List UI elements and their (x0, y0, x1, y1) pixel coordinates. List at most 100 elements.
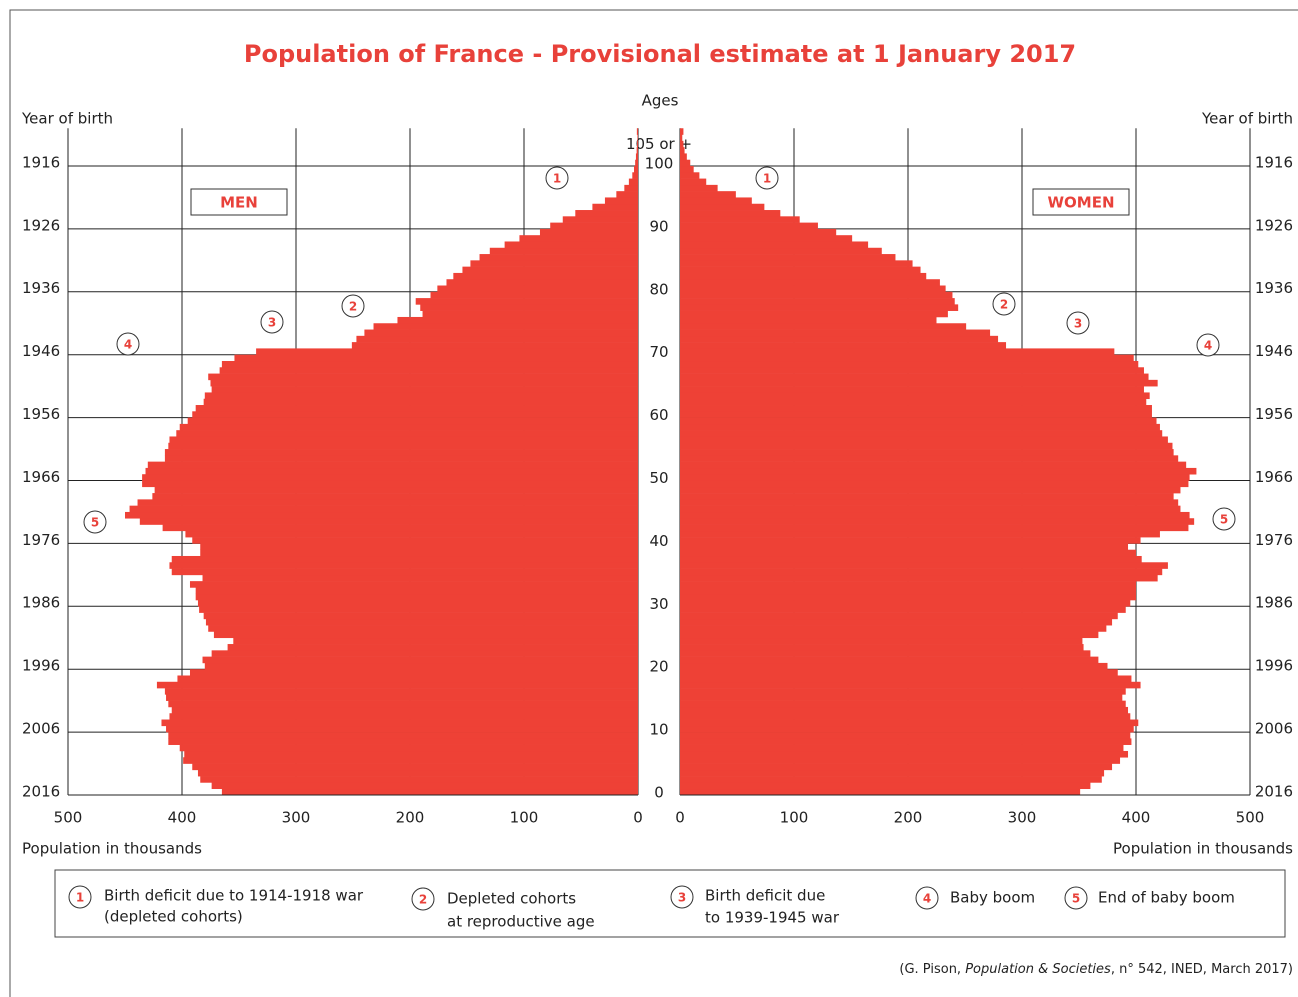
bar (680, 140, 684, 148)
x-tick-label: 100 (510, 809, 539, 827)
bar (462, 266, 638, 274)
note-marker (1066, 311, 1090, 335)
bar (420, 304, 638, 311)
note-text: Birth deficit due to 1914-1918 war (104, 887, 364, 905)
bar (680, 373, 1149, 381)
year-tick-label: 1916 (22, 153, 60, 171)
bar (636, 128, 638, 135)
bar (213, 631, 639, 639)
bar (202, 656, 638, 664)
year-tick-label: 1946 (1255, 342, 1293, 360)
year-tick-label: 2006 (22, 719, 60, 737)
x-tick-label: 500 (1236, 809, 1265, 827)
bar (208, 625, 638, 632)
source-text: , n° 542, INED, March 2017) (1111, 962, 1293, 977)
bar (616, 191, 638, 198)
bar (479, 254, 638, 261)
bar (680, 285, 946, 293)
bar (680, 159, 691, 167)
note-text: (depleted cohorts) (104, 908, 243, 926)
y-tick-label: 20 (649, 658, 668, 676)
bar (680, 203, 765, 211)
bar (137, 499, 639, 506)
bar (680, 335, 999, 343)
note-marker (1212, 507, 1236, 531)
bar (219, 367, 638, 374)
bar (680, 524, 1189, 532)
bar (592, 203, 638, 211)
bar (168, 738, 638, 745)
note-marker (341, 294, 365, 318)
bar (680, 354, 1134, 362)
bar (680, 348, 1115, 355)
bar (680, 625, 1107, 632)
bar (634, 166, 638, 173)
note-number: 1 (553, 172, 561, 186)
source-text: (G. Pison, (899, 962, 965, 977)
bar (680, 744, 1124, 752)
bar (211, 782, 638, 790)
bar (145, 467, 638, 475)
bar (125, 511, 638, 519)
bar (179, 744, 638, 752)
x-tick-label: 200 (894, 809, 923, 827)
bar (680, 587, 1136, 595)
bar (351, 342, 638, 349)
y-tick-label: 50 (649, 469, 668, 487)
bar (575, 210, 638, 217)
bar (680, 291, 953, 299)
bar (680, 184, 718, 192)
bar (680, 581, 1136, 588)
bar (453, 272, 638, 280)
bar (680, 700, 1126, 708)
frame (9, 9, 1298, 997)
bar (680, 449, 1174, 456)
x-tick-label: 0 (675, 809, 685, 827)
bar (183, 757, 638, 764)
bar (680, 386, 1144, 393)
bar (632, 172, 638, 179)
bar (200, 543, 639, 550)
year-tick-label: 1936 (1255, 279, 1293, 297)
bar (184, 750, 638, 758)
bar (415, 298, 638, 305)
year-tick-label: 1956 (22, 405, 60, 423)
note-marker (68, 885, 92, 909)
bar (680, 210, 781, 217)
bar (680, 732, 1131, 739)
bar (680, 600, 1131, 607)
bar (680, 776, 1102, 783)
y-tick-label: 100 (645, 155, 674, 173)
bar (680, 593, 1136, 601)
bar (176, 430, 639, 437)
bar (164, 688, 638, 695)
bar (504, 241, 638, 249)
bar (680, 455, 1179, 462)
note-number: 4 (1204, 339, 1212, 353)
bar (680, 499, 1179, 506)
bar (204, 662, 639, 670)
bar (139, 518, 638, 525)
bar (221, 360, 638, 368)
bar (680, 147, 685, 154)
year-tick-label: 1976 (22, 531, 60, 549)
bar (680, 568, 1163, 576)
bar (680, 530, 1160, 538)
bar (636, 147, 638, 154)
bar (430, 291, 638, 299)
bar (680, 631, 1099, 639)
bar (680, 247, 882, 255)
year-tick-label: 2006 (1255, 719, 1293, 737)
bar (171, 706, 639, 714)
note-text: Birth deficit due (705, 887, 825, 905)
bar (397, 316, 638, 324)
bar (200, 549, 639, 557)
bar (680, 398, 1147, 406)
note-text: End of baby boom (1098, 889, 1235, 907)
bar (637, 140, 638, 148)
bar (680, 662, 1108, 670)
bar (142, 474, 638, 481)
year-tick-label: 1926 (1255, 216, 1293, 234)
bar (680, 788, 1081, 796)
